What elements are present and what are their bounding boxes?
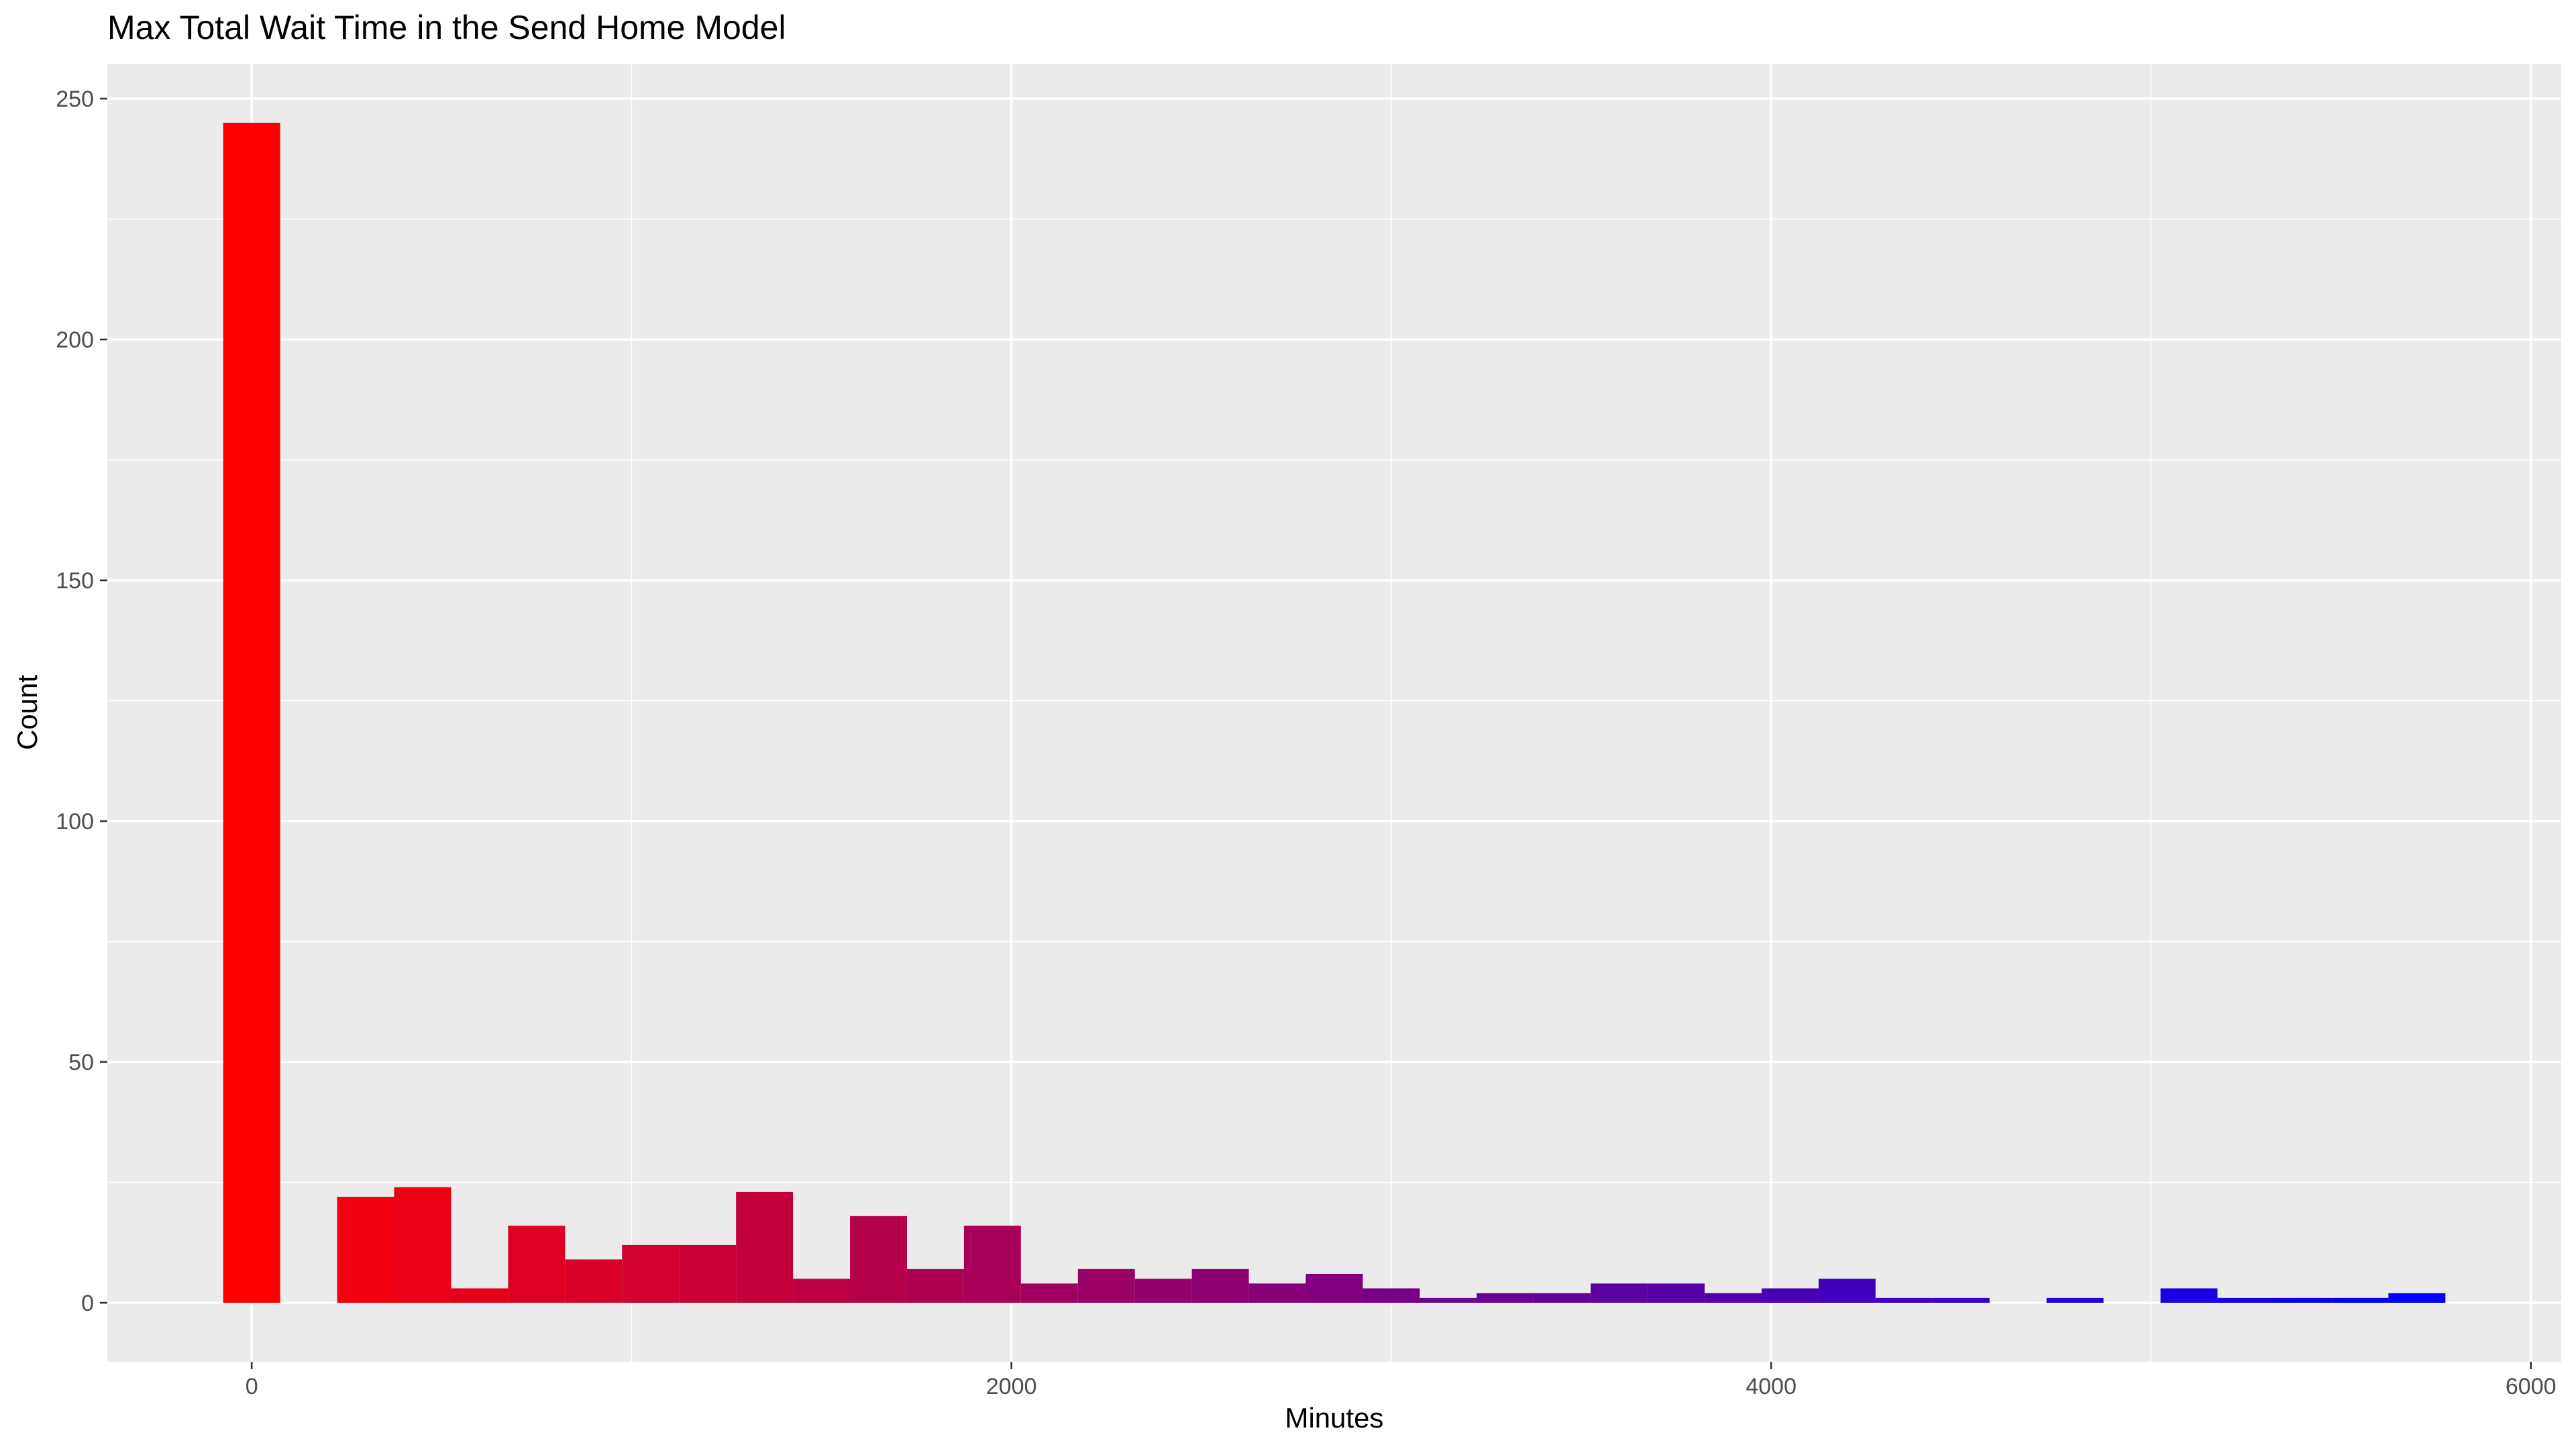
histogram-bar	[1305, 1273, 1363, 1303]
histogram-bar	[906, 1269, 964, 1303]
y-tick-label: 0	[81, 1291, 94, 1316]
y-tick-label: 50	[68, 1050, 94, 1075]
x-tick-label: 2000	[986, 1374, 1037, 1399]
histogram-bar	[793, 1279, 851, 1303]
histogram-bar	[1762, 1288, 1819, 1303]
histogram-bar	[2046, 1297, 2104, 1303]
histogram-bar	[2331, 1297, 2389, 1303]
x-tick-label: 0	[246, 1374, 258, 1399]
histogram-bar	[1248, 1283, 1306, 1303]
histogram-bar	[1705, 1293, 1762, 1303]
histogram-bar	[1191, 1269, 1249, 1303]
x-tick-label: 4000	[1746, 1374, 1796, 1399]
histogram-bar	[736, 1191, 794, 1303]
histogram-bar	[1534, 1293, 1591, 1303]
histogram-bar	[1134, 1279, 1192, 1303]
chart-title: Max Total Wait Time in the Send Home Mod…	[107, 9, 786, 46]
histogram-bar	[1020, 1283, 1078, 1303]
y-tick-label: 150	[56, 568, 94, 594]
histogram-bars	[223, 122, 2446, 1303]
y-axis-title: Count	[11, 675, 43, 750]
histogram-bar	[223, 122, 280, 1303]
histogram-bar	[1077, 1269, 1135, 1303]
y-axis-ticks: 0 50 100 150 200 250	[56, 87, 107, 1316]
y-tick-label: 250	[56, 87, 94, 112]
y-tick-label: 200	[56, 327, 94, 353]
histogram-bar	[2388, 1293, 2446, 1303]
histogram-bar	[1648, 1283, 1705, 1303]
histogram-bar	[451, 1288, 508, 1303]
histogram-bar	[2217, 1297, 2275, 1303]
histogram-bar	[963, 1226, 1021, 1303]
histogram-bar	[850, 1216, 907, 1303]
x-axis-title: Minutes	[1285, 1402, 1383, 1434]
histogram-bar	[1932, 1297, 1990, 1303]
histogram-bar	[394, 1187, 451, 1303]
histogram-bar	[508, 1226, 566, 1303]
histogram-bar	[1818, 1279, 1876, 1303]
x-axis-ticks: 0 2000 4000 6000	[246, 1362, 2557, 1399]
x-tick-label: 6000	[2506, 1374, 2557, 1399]
histogram-bar	[1477, 1293, 1534, 1303]
histogram-bar	[1591, 1283, 1648, 1303]
histogram-bar	[2160, 1288, 2218, 1303]
histogram-bar	[565, 1259, 623, 1303]
histogram-bar	[2274, 1297, 2332, 1303]
histogram-bar	[622, 1244, 680, 1303]
histogram-bar	[1875, 1297, 1933, 1303]
histogram-bar	[337, 1197, 394, 1303]
histogram-bar	[679, 1244, 737, 1303]
y-tick-label: 100	[56, 809, 94, 835]
histogram-bar	[1362, 1288, 1420, 1303]
plot-panel	[107, 64, 2561, 1362]
histogram-bar	[1419, 1297, 1477, 1303]
